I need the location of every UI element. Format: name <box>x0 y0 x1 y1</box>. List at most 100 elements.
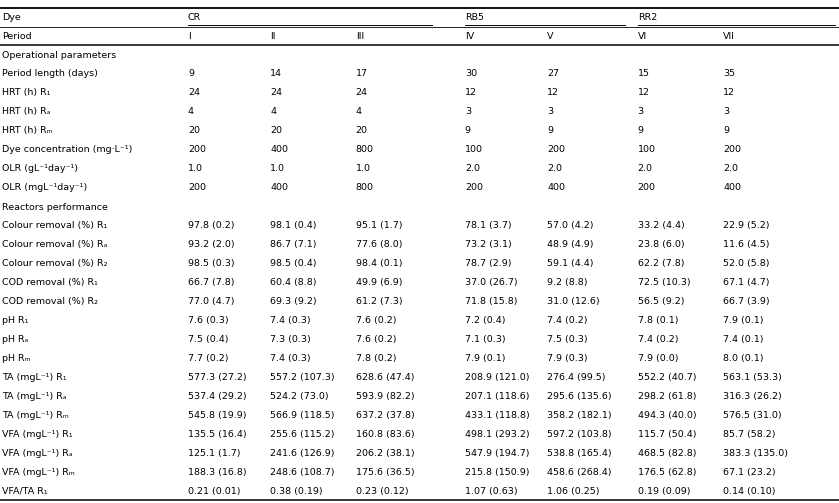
Text: 547.9 (194.7): 547.9 (194.7) <box>465 449 529 458</box>
Text: 7.2 (0.4): 7.2 (0.4) <box>465 316 505 325</box>
Text: 241.6 (126.9): 241.6 (126.9) <box>270 449 335 458</box>
Text: 9: 9 <box>547 126 553 135</box>
Text: 77.0 (4.7): 77.0 (4.7) <box>188 297 234 306</box>
Text: 7.6 (0.2): 7.6 (0.2) <box>356 316 396 325</box>
Text: 9: 9 <box>638 126 644 135</box>
Text: TA (mgL⁻¹) Rₐ: TA (mgL⁻¹) Rₐ <box>2 392 66 401</box>
Text: 73.2 (3.1): 73.2 (3.1) <box>465 240 512 249</box>
Text: 248.6 (108.7): 248.6 (108.7) <box>270 468 335 476</box>
Text: TA (mgL⁻¹) Rₘ: TA (mgL⁻¹) Rₘ <box>2 410 69 420</box>
Text: 200: 200 <box>188 145 206 154</box>
Text: 524.2 (73.0): 524.2 (73.0) <box>270 392 329 401</box>
Text: 56.5 (9.2): 56.5 (9.2) <box>638 297 684 306</box>
Text: 67.1 (23.2): 67.1 (23.2) <box>723 468 776 476</box>
Text: 7.4 (0.2): 7.4 (0.2) <box>547 316 587 325</box>
Text: 12: 12 <box>638 89 649 98</box>
Text: 208.9 (121.0): 208.9 (121.0) <box>465 373 529 382</box>
Text: 12: 12 <box>547 89 559 98</box>
Text: 57.0 (4.2): 57.0 (4.2) <box>547 221 593 230</box>
Text: III: III <box>356 32 364 41</box>
Text: 557.2 (107.3): 557.2 (107.3) <box>270 373 335 382</box>
Text: 566.9 (118.5): 566.9 (118.5) <box>270 410 335 420</box>
Text: 637.2 (37.8): 637.2 (37.8) <box>356 410 414 420</box>
Text: 66.7 (7.8): 66.7 (7.8) <box>188 278 234 287</box>
Text: V: V <box>547 32 554 41</box>
Text: 188.3 (16.8): 188.3 (16.8) <box>188 468 247 476</box>
Text: 37.0 (26.7): 37.0 (26.7) <box>465 278 518 287</box>
Text: 78.7 (2.9): 78.7 (2.9) <box>465 259 511 268</box>
Text: I: I <box>188 32 190 41</box>
Text: 0.38 (0.19): 0.38 (0.19) <box>270 486 323 495</box>
Text: IV: IV <box>465 32 474 41</box>
Text: 98.1 (0.4): 98.1 (0.4) <box>270 221 316 230</box>
Text: 4: 4 <box>356 107 362 116</box>
Text: Dye concentration (mg·L⁻¹): Dye concentration (mg·L⁻¹) <box>2 145 132 154</box>
Text: 0.14 (0.10): 0.14 (0.10) <box>723 486 776 495</box>
Text: 4: 4 <box>270 107 276 116</box>
Text: 498.1 (293.2): 498.1 (293.2) <box>465 430 529 439</box>
Text: VFA (mgL⁻¹) R₁: VFA (mgL⁻¹) R₁ <box>2 430 72 439</box>
Text: 9: 9 <box>188 69 194 78</box>
Text: II: II <box>270 32 276 41</box>
Text: 14: 14 <box>270 69 282 78</box>
Text: 200: 200 <box>638 183 655 192</box>
Text: 295.6 (135.6): 295.6 (135.6) <box>547 392 612 401</box>
Text: 1.0: 1.0 <box>356 164 371 173</box>
Text: 176.5 (62.8): 176.5 (62.8) <box>638 468 696 476</box>
Text: 2.0: 2.0 <box>465 164 480 173</box>
Text: RB5: RB5 <box>465 13 484 22</box>
Text: 97.8 (0.2): 97.8 (0.2) <box>188 221 234 230</box>
Text: 20: 20 <box>188 126 200 135</box>
Text: 12: 12 <box>723 89 735 98</box>
Text: 358.2 (182.1): 358.2 (182.1) <box>547 410 612 420</box>
Text: 85.7 (58.2): 85.7 (58.2) <box>723 430 776 439</box>
Text: 468.5 (82.8): 468.5 (82.8) <box>638 449 696 458</box>
Text: 95.1 (1.7): 95.1 (1.7) <box>356 221 402 230</box>
Text: 3: 3 <box>723 107 729 116</box>
Text: 3: 3 <box>465 107 471 116</box>
Text: 23.8 (6.0): 23.8 (6.0) <box>638 240 685 249</box>
Text: 597.2 (103.8): 597.2 (103.8) <box>547 430 612 439</box>
Text: 400: 400 <box>547 183 565 192</box>
Text: 276.4 (99.5): 276.4 (99.5) <box>547 373 606 382</box>
Text: 400: 400 <box>270 183 288 192</box>
Text: 576.5 (31.0): 576.5 (31.0) <box>723 410 782 420</box>
Text: 30: 30 <box>465 69 477 78</box>
Text: 2.0: 2.0 <box>547 164 562 173</box>
Text: 3: 3 <box>547 107 553 116</box>
Text: pH Rₐ: pH Rₐ <box>2 335 28 344</box>
Text: 7.8 (0.2): 7.8 (0.2) <box>356 354 396 363</box>
Text: 7.4 (0.1): 7.4 (0.1) <box>723 335 763 344</box>
Text: VI: VI <box>638 32 647 41</box>
Text: Dye: Dye <box>2 13 20 22</box>
Text: 8.0 (0.1): 8.0 (0.1) <box>723 354 763 363</box>
Text: 1.0: 1.0 <box>270 164 285 173</box>
Text: 7.9 (0.1): 7.9 (0.1) <box>465 354 505 363</box>
Text: 1.0: 1.0 <box>188 164 203 173</box>
Text: 577.3 (27.2): 577.3 (27.2) <box>188 373 247 382</box>
Text: 100: 100 <box>638 145 655 154</box>
Text: Period length (days): Period length (days) <box>2 69 97 78</box>
Text: Colour removal (%) R₂: Colour removal (%) R₂ <box>2 259 107 268</box>
Text: 400: 400 <box>723 183 741 192</box>
Text: 2.0: 2.0 <box>638 164 653 173</box>
Text: 31.0 (12.6): 31.0 (12.6) <box>547 297 600 306</box>
Text: Period: Period <box>2 32 31 41</box>
Text: 563.1 (53.3): 563.1 (53.3) <box>723 373 782 382</box>
Text: Colour removal (%) R₁: Colour removal (%) R₁ <box>2 221 107 230</box>
Text: VFA (mgL⁻¹) Rₐ: VFA (mgL⁻¹) Rₐ <box>2 449 72 458</box>
Text: 59.1 (4.4): 59.1 (4.4) <box>547 259 593 268</box>
Text: 7.7 (0.2): 7.7 (0.2) <box>188 354 228 363</box>
Text: 7.9 (0.3): 7.9 (0.3) <box>547 354 587 363</box>
Text: TA (mgL⁻¹) R₁: TA (mgL⁻¹) R₁ <box>2 373 66 382</box>
Text: Operational parameters: Operational parameters <box>2 51 116 60</box>
Text: 215.8 (150.9): 215.8 (150.9) <box>465 468 529 476</box>
Text: 494.3 (40.0): 494.3 (40.0) <box>638 410 696 420</box>
Text: 33.2 (4.4): 33.2 (4.4) <box>638 221 685 230</box>
Text: 100: 100 <box>465 145 482 154</box>
Text: 66.7 (3.9): 66.7 (3.9) <box>723 297 770 306</box>
Text: 20: 20 <box>356 126 367 135</box>
Text: 7.4 (0.3): 7.4 (0.3) <box>270 316 310 325</box>
Text: OLR (gL⁻¹day⁻¹): OLR (gL⁻¹day⁻¹) <box>2 164 78 173</box>
Text: 200: 200 <box>188 183 206 192</box>
